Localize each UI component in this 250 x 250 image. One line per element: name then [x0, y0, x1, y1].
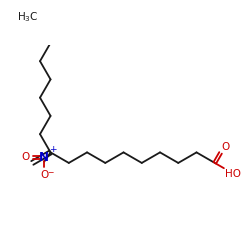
Text: −: − — [48, 168, 54, 177]
Text: O: O — [40, 170, 48, 180]
Text: O: O — [222, 142, 230, 152]
Text: +: + — [49, 145, 56, 154]
Text: HO: HO — [225, 169, 241, 179]
Text: O: O — [21, 152, 29, 162]
Text: N: N — [39, 151, 49, 164]
Text: H$_3$C: H$_3$C — [18, 10, 39, 24]
